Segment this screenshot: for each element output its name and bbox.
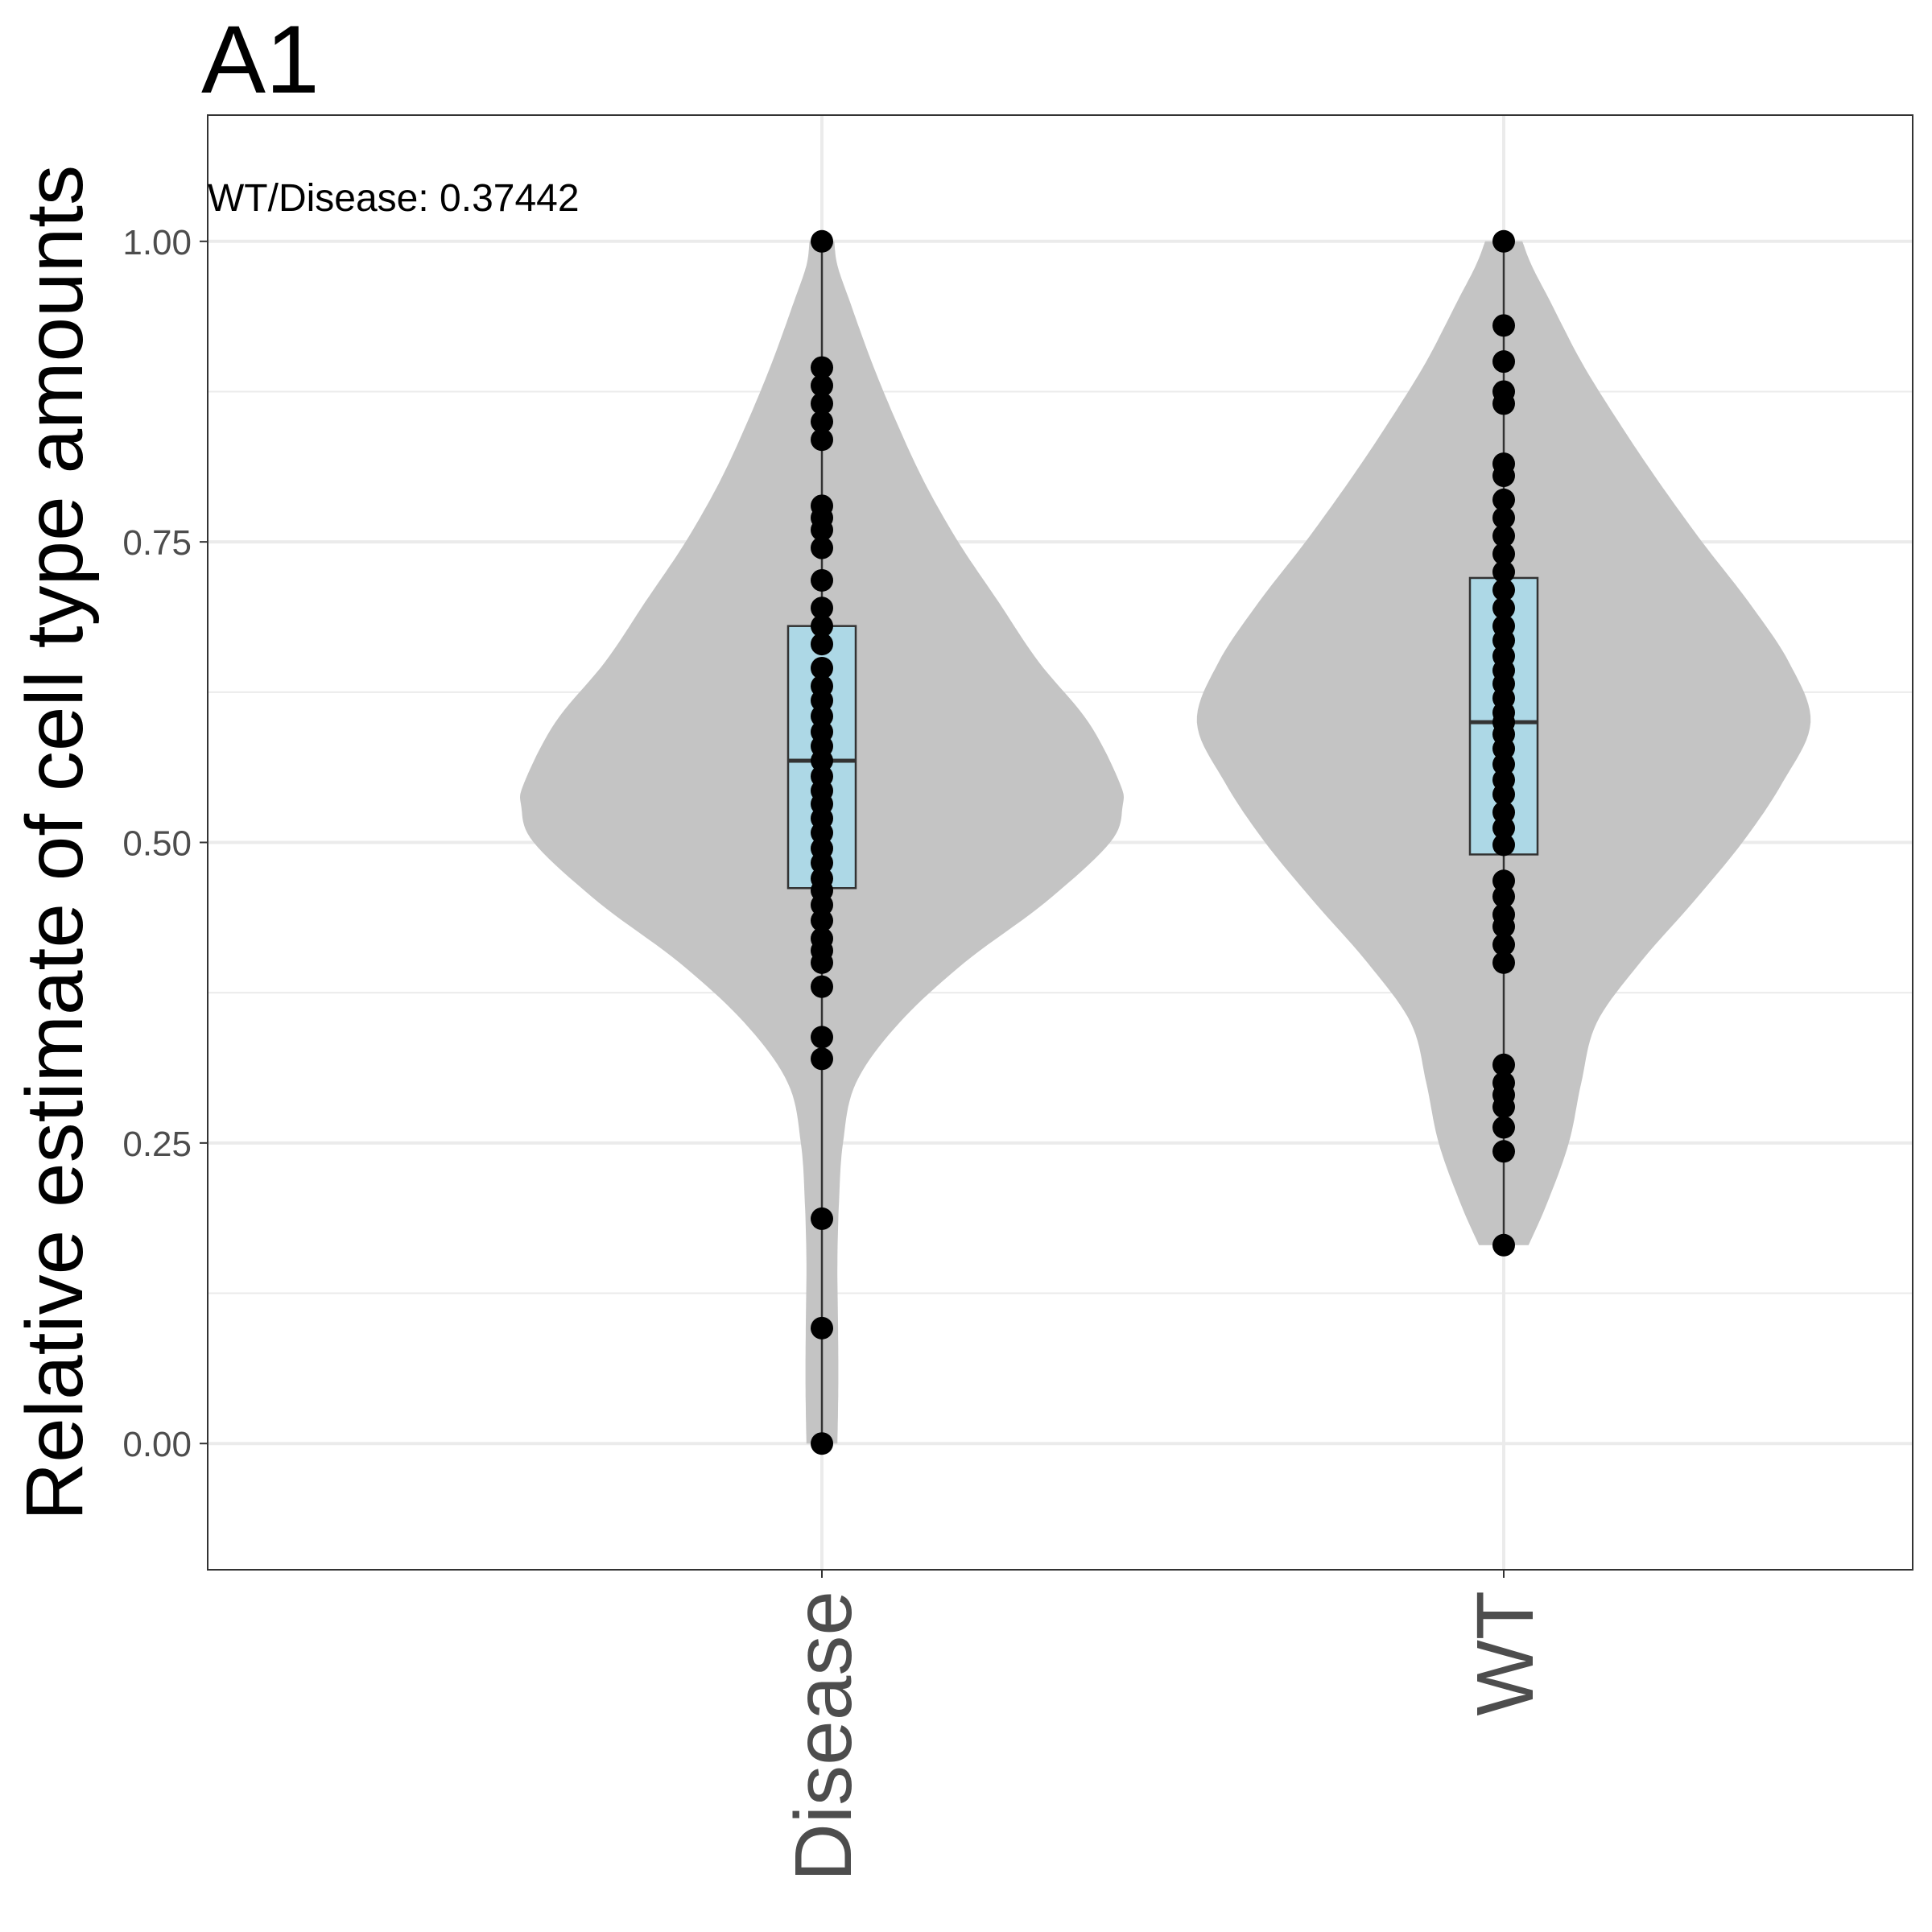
data-point-disease <box>811 894 833 917</box>
data-point-disease <box>811 951 833 974</box>
data-point-disease <box>811 392 833 415</box>
data-point-wt <box>1492 816 1515 840</box>
data-point-disease <box>811 374 833 398</box>
data-point-wt <box>1492 1140 1515 1163</box>
data-point-wt <box>1492 1096 1515 1119</box>
data-point-wt <box>1492 951 1515 974</box>
data-point-disease <box>811 689 833 712</box>
data-point-wt <box>1492 753 1515 776</box>
data-point-wt <box>1492 350 1515 374</box>
data-point-wt <box>1492 915 1515 939</box>
data-point-wt <box>1492 629 1515 652</box>
data-point-wt <box>1492 869 1515 893</box>
x-tick-label-wt: WT <box>1460 1591 1550 1715</box>
data-point-wt <box>1492 488 1515 511</box>
data-point-disease <box>811 1047 833 1071</box>
data-points <box>811 229 1515 1455</box>
y-axis-label: Relative estimate of cell type amounts <box>10 165 100 1521</box>
x-axis-ticks: Disease WT <box>778 1570 1550 1881</box>
data-point-disease <box>811 410 833 433</box>
data-point-disease <box>811 704 833 728</box>
data-point-disease <box>811 428 833 452</box>
data-point-wt <box>1492 464 1515 488</box>
ratio-annotation: WT/Disease: 0.37442 <box>208 177 580 220</box>
data-point-wt <box>1492 543 1515 566</box>
x-tick-label-disease: Disease <box>778 1591 869 1881</box>
data-point-disease <box>811 749 833 772</box>
data-point-disease <box>811 518 833 542</box>
data-point-wt <box>1492 833 1515 857</box>
data-point-disease <box>811 356 833 379</box>
data-point-disease <box>811 1207 833 1230</box>
data-point-disease <box>811 656 833 679</box>
data-point-disease <box>811 1026 833 1049</box>
data-point-wt <box>1492 1116 1515 1139</box>
data-point-disease <box>811 614 833 638</box>
data-point-disease <box>811 229 833 253</box>
y-tick-label: 1.00 <box>122 223 192 262</box>
data-point-wt <box>1492 801 1515 824</box>
data-point-wt <box>1492 933 1515 956</box>
data-point-wt <box>1492 229 1515 253</box>
data-point-disease <box>811 568 833 592</box>
data-point-wt <box>1492 597 1515 620</box>
data-point-wt <box>1492 1233 1515 1257</box>
data-point-disease <box>811 975 833 998</box>
data-point-disease <box>811 851 833 874</box>
data-point-disease <box>811 1316 833 1340</box>
data-point-wt <box>1492 560 1515 584</box>
data-point-wt <box>1492 737 1515 761</box>
data-point-wt <box>1492 1053 1515 1076</box>
data-point-disease <box>811 536 833 559</box>
data-point-disease <box>811 909 833 932</box>
y-tick-label: 0.50 <box>122 824 192 864</box>
y-axis-ticks: 0.00 0.25 0.50 0.75 1.00 <box>122 223 208 1464</box>
chart-title: A1 <box>201 6 320 114</box>
data-point-disease <box>811 597 833 620</box>
data-point-wt <box>1492 782 1515 806</box>
data-point-wt <box>1492 392 1515 415</box>
data-point-wt <box>1492 578 1515 601</box>
data-point-wt <box>1492 314 1515 337</box>
y-tick-label: 0.25 <box>122 1125 192 1164</box>
data-point-wt <box>1492 506 1515 530</box>
data-point-disease <box>811 633 833 656</box>
y-tick-label: 0.00 <box>122 1425 192 1464</box>
data-point-wt <box>1492 885 1515 908</box>
y-tick-label: 0.75 <box>122 523 192 563</box>
data-point-disease <box>811 821 833 844</box>
data-point-wt <box>1492 524 1515 547</box>
data-point-disease <box>811 1432 833 1455</box>
